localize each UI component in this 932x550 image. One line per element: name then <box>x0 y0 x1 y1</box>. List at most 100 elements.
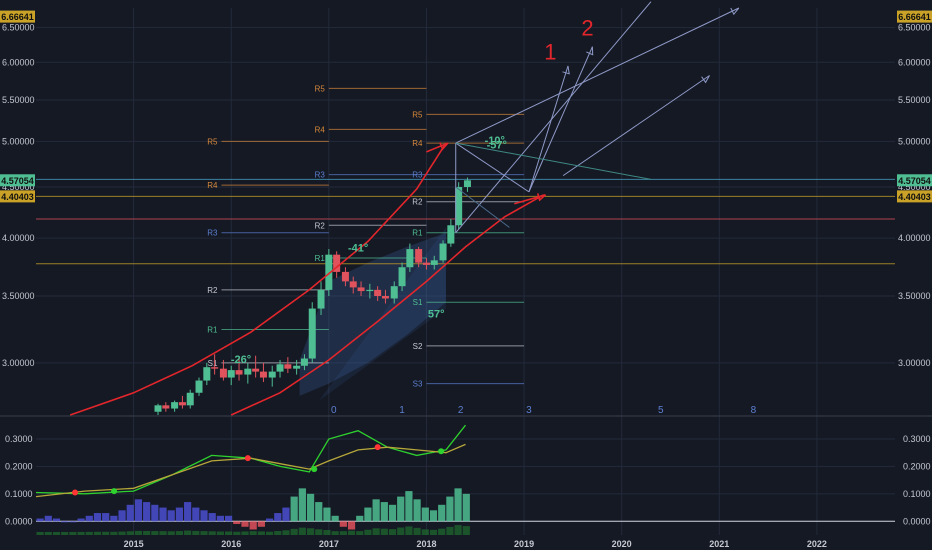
candle <box>203 362 211 386</box>
volume-bar <box>85 531 93 535</box>
projection-line <box>455 7 740 144</box>
volume-bar <box>159 531 167 535</box>
candle <box>398 262 406 292</box>
histogram-bar <box>52 518 61 522</box>
candle <box>268 365 276 387</box>
arrow-head <box>536 193 547 202</box>
candle-body <box>439 243 447 261</box>
volume-bar <box>134 530 143 535</box>
volume-bar <box>339 531 347 535</box>
histogram-bar <box>413 499 421 522</box>
upper-channel-line <box>69 142 447 416</box>
pivot-label: R5 <box>315 84 326 93</box>
price-badge-bg <box>897 174 932 187</box>
cross-marker <box>72 489 79 496</box>
annotation-label: -26° <box>231 354 251 366</box>
price-badge: 6.66641 <box>0 10 35 23</box>
oscillator-pane <box>0 415 932 535</box>
volume-bar <box>356 531 364 535</box>
candle <box>293 359 301 375</box>
candle <box>154 403 162 415</box>
candle-body <box>422 262 430 265</box>
histogram-bar <box>61 521 69 523</box>
volume-bar <box>233 531 241 535</box>
histogram-bar <box>77 518 85 522</box>
price-badge-label: 6.66641 <box>1 12 34 22</box>
candle <box>333 251 341 278</box>
y-tick-right: 4.00000 <box>898 233 931 243</box>
candle-body <box>154 405 162 412</box>
candle-body <box>162 405 170 409</box>
fan-area <box>319 227 446 401</box>
price-badge-label: 4.57054 <box>898 176 931 186</box>
volume-bar <box>44 531 52 535</box>
pivot-label: S1 <box>413 298 423 307</box>
osc-tick-right: 0.2000 <box>903 461 931 471</box>
histogram-bar <box>380 502 388 522</box>
projection-line <box>455 186 510 228</box>
y-tick-left: 3.50000 <box>2 291 35 301</box>
candle-body <box>268 371 276 378</box>
y-tick-right: 4.50000 <box>898 182 931 192</box>
candle <box>276 359 284 378</box>
volume-bar <box>52 531 61 535</box>
y-tick-left: 5.00000 <box>2 136 35 146</box>
histogram-bar <box>143 502 151 522</box>
candle-body <box>357 287 365 292</box>
price-badge-bg <box>0 174 35 187</box>
cross-marker <box>111 488 118 495</box>
annotation-label: 2 <box>581 16 593 41</box>
candle <box>447 219 455 247</box>
candle <box>455 182 463 230</box>
volume-bar <box>61 532 69 535</box>
volume-bar <box>69 532 77 535</box>
volume-bar <box>364 529 372 535</box>
candle-body <box>374 289 382 296</box>
histogram-bar <box>462 493 470 522</box>
pivot-levels: R5 R4 R3 R2 R1 S1 R5 R4 R3 R2 R1 R5 R4 R3 R2 R1 S1 S2 S3 <box>207 84 525 389</box>
annotation-label: -57° <box>487 139 507 151</box>
annotation-label: -10° <box>485 135 505 147</box>
fib-time-label: 1 <box>399 405 405 416</box>
candle <box>235 358 243 381</box>
candle <box>415 246 423 268</box>
pivot-label: R3 <box>207 229 218 238</box>
projection-line <box>562 75 710 177</box>
x-tick: 2021 <box>709 539 729 549</box>
projection-line <box>528 65 569 193</box>
candle <box>325 249 333 296</box>
x-tick: 2015 <box>124 539 144 549</box>
lower-channel-arrow <box>514 194 546 205</box>
candle <box>317 281 325 315</box>
candle-body <box>325 254 333 290</box>
arrow-head <box>586 46 594 56</box>
candle-body <box>171 402 179 409</box>
candle <box>308 302 316 363</box>
x-tick: 2018 <box>416 539 436 549</box>
histogram-bar <box>93 513 102 522</box>
price-badge: 4.40403 <box>0 190 35 203</box>
histogram-bar <box>118 510 126 522</box>
candle-body <box>415 249 423 263</box>
pivot-label: R5 <box>207 137 218 146</box>
volume-bar <box>118 531 126 535</box>
histogram-bar <box>388 504 397 522</box>
price-badge-bg <box>0 10 35 23</box>
volume-bar <box>257 531 265 535</box>
projection-line <box>528 46 593 193</box>
pivot-label: R3 <box>315 171 326 180</box>
cross-marker <box>374 444 381 451</box>
y-tick-left: 6.50000 <box>2 23 35 33</box>
volume-bar <box>315 529 323 535</box>
pivot-label: S1 <box>208 359 218 368</box>
x-tick: 2017 <box>319 539 339 549</box>
volume-bar <box>290 528 298 535</box>
candle-body <box>284 364 292 369</box>
pivot-label: S3 <box>413 380 423 389</box>
histogram-bar <box>405 491 413 522</box>
cross-marker <box>438 448 445 455</box>
histogram-bar <box>126 504 134 522</box>
histogram-bar <box>274 513 282 522</box>
histogram-bar <box>175 507 184 522</box>
